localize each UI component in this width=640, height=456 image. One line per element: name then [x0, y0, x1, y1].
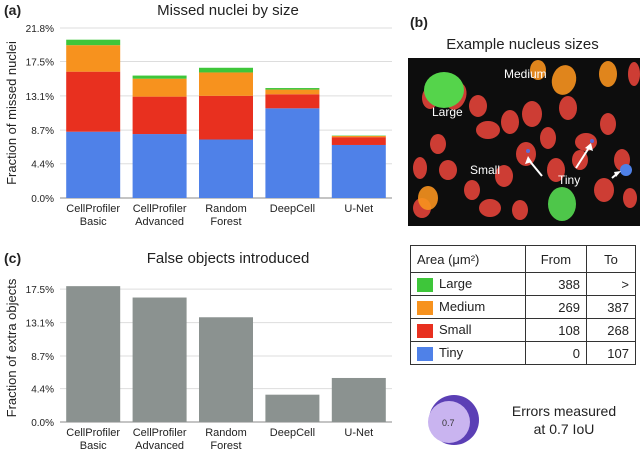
label-tiny: Tiny — [558, 173, 580, 187]
swatch-tiny — [417, 346, 433, 361]
x-tick-label: CellProfiler — [66, 203, 120, 215]
y-tick-label: 8.7% — [31, 352, 54, 363]
bar-segment-medium — [199, 72, 253, 96]
bar — [331, 377, 386, 422]
panel-a-letter: (a) — [4, 2, 22, 18]
bar-segment-large — [265, 88, 320, 90]
header-from: From — [524, 245, 587, 273]
x-tick-label: Random — [205, 427, 247, 439]
bar-segment-tiny — [265, 108, 320, 198]
panel-c-letter: (c) — [4, 250, 22, 266]
x-tick-label: DeepCell — [270, 203, 315, 215]
x-tick-label: CellProfiler — [66, 427, 120, 439]
y-tick-label: 17.5% — [26, 285, 54, 296]
label-medium: Medium — [504, 67, 547, 81]
bar-segment-tiny — [132, 134, 187, 198]
bar-segment-tiny — [66, 131, 121, 198]
y-tick-label: 13.1% — [26, 319, 54, 330]
y-tick-label: 4.4% — [31, 160, 54, 171]
bar-segment-medium — [132, 78, 187, 97]
y-tick-label: 21.8% — [26, 24, 54, 35]
x-tick-label: DeepCell — [270, 427, 315, 439]
iou-venn-icon: 0.7 — [428, 395, 479, 445]
bar-segment-large — [199, 67, 253, 73]
chart-c-title: False objects introduced — [146, 250, 310, 267]
y-axis-label: Fraction of missed nuclei — [4, 41, 19, 185]
swatch-large — [417, 277, 433, 292]
x-tick-label: Basic — [80, 216, 107, 228]
bar-segment-tiny — [331, 144, 386, 198]
iou-caption: Errors measured at 0.7 IoU — [511, 403, 617, 437]
legend-row-medium: Medium 269 387 — [410, 295, 637, 319]
x-tick-label: Basic — [80, 440, 107, 452]
x-tick-label: CellProfiler — [133, 203, 187, 215]
x-tick-label: CellProfiler — [133, 427, 187, 439]
bar — [265, 394, 320, 422]
missed-nuclei-chart: 0.0% 4.4% 8.7% 13.1% 17.5% 21.8% Fraction of m… — [4, 24, 392, 228]
bar-segment-large — [66, 39, 121, 46]
legend-row-large: Large 388 > — [410, 272, 637, 296]
swatch-medium — [417, 300, 433, 315]
bar-segment-tiny — [199, 139, 253, 198]
y-tick-label: 17.5% — [26, 58, 54, 69]
size-legend-table: Area (μm²) From To Large 388 > Medium 26… — [410, 245, 637, 365]
y-tick-label: 0.0% — [31, 418, 54, 429]
x-tick-label: Forest — [210, 440, 241, 452]
x-tick-label: Forest — [210, 216, 241, 228]
iou-value: 0.7 — [442, 418, 455, 428]
x-tick-label: U-Net — [344, 203, 373, 215]
header-to: To — [585, 245, 637, 273]
bar-segment-medium — [265, 89, 320, 95]
bar — [132, 297, 187, 422]
x-tick-label: Advanced — [135, 216, 184, 228]
bar-segment-large — [132, 75, 187, 79]
bar-segment-small — [199, 95, 253, 140]
false-objects-chart: 0.0% 4.4% 8.7% 13.1% 17.5% Fraction of extra … — [4, 278, 392, 452]
y-tick-label: 0.0% — [31, 194, 54, 205]
bar-segment-small — [66, 71, 121, 132]
y-tick-label: 13.1% — [26, 92, 54, 103]
bar-segment-small — [132, 96, 187, 135]
label-small: Small — [470, 163, 500, 177]
x-tick-label: Random — [205, 203, 247, 215]
header-area: Area (μm²) — [410, 245, 526, 273]
x-tick-label: Advanced — [135, 440, 184, 452]
bar-segment-medium — [66, 45, 121, 72]
nucleus-example-image: Large Medium Small Tiny — [408, 58, 640, 226]
bar — [199, 317, 253, 422]
label-large: Large — [432, 105, 463, 119]
panel-b-letter: (b) — [410, 14, 428, 30]
legend-row-small: Small 108 268 — [410, 318, 637, 342]
bar — [66, 286, 121, 422]
legend-row-tiny: Tiny 0 107 — [410, 341, 637, 365]
y-tick-label: 8.7% — [31, 126, 54, 137]
y-tick-label: 4.4% — [31, 385, 54, 396]
x-tick-label: U-Net — [344, 427, 373, 439]
chart-a-title: Missed nuclei by size — [157, 2, 299, 19]
panel-b-title: Example nucleus sizes — [446, 36, 599, 53]
bar-segment-small — [331, 137, 386, 145]
y-axis-label: Fraction of extra objects — [4, 278, 19, 417]
swatch-small — [417, 323, 433, 338]
bar-segment-small — [265, 94, 320, 109]
bar-segment-medium — [331, 136, 386, 138]
